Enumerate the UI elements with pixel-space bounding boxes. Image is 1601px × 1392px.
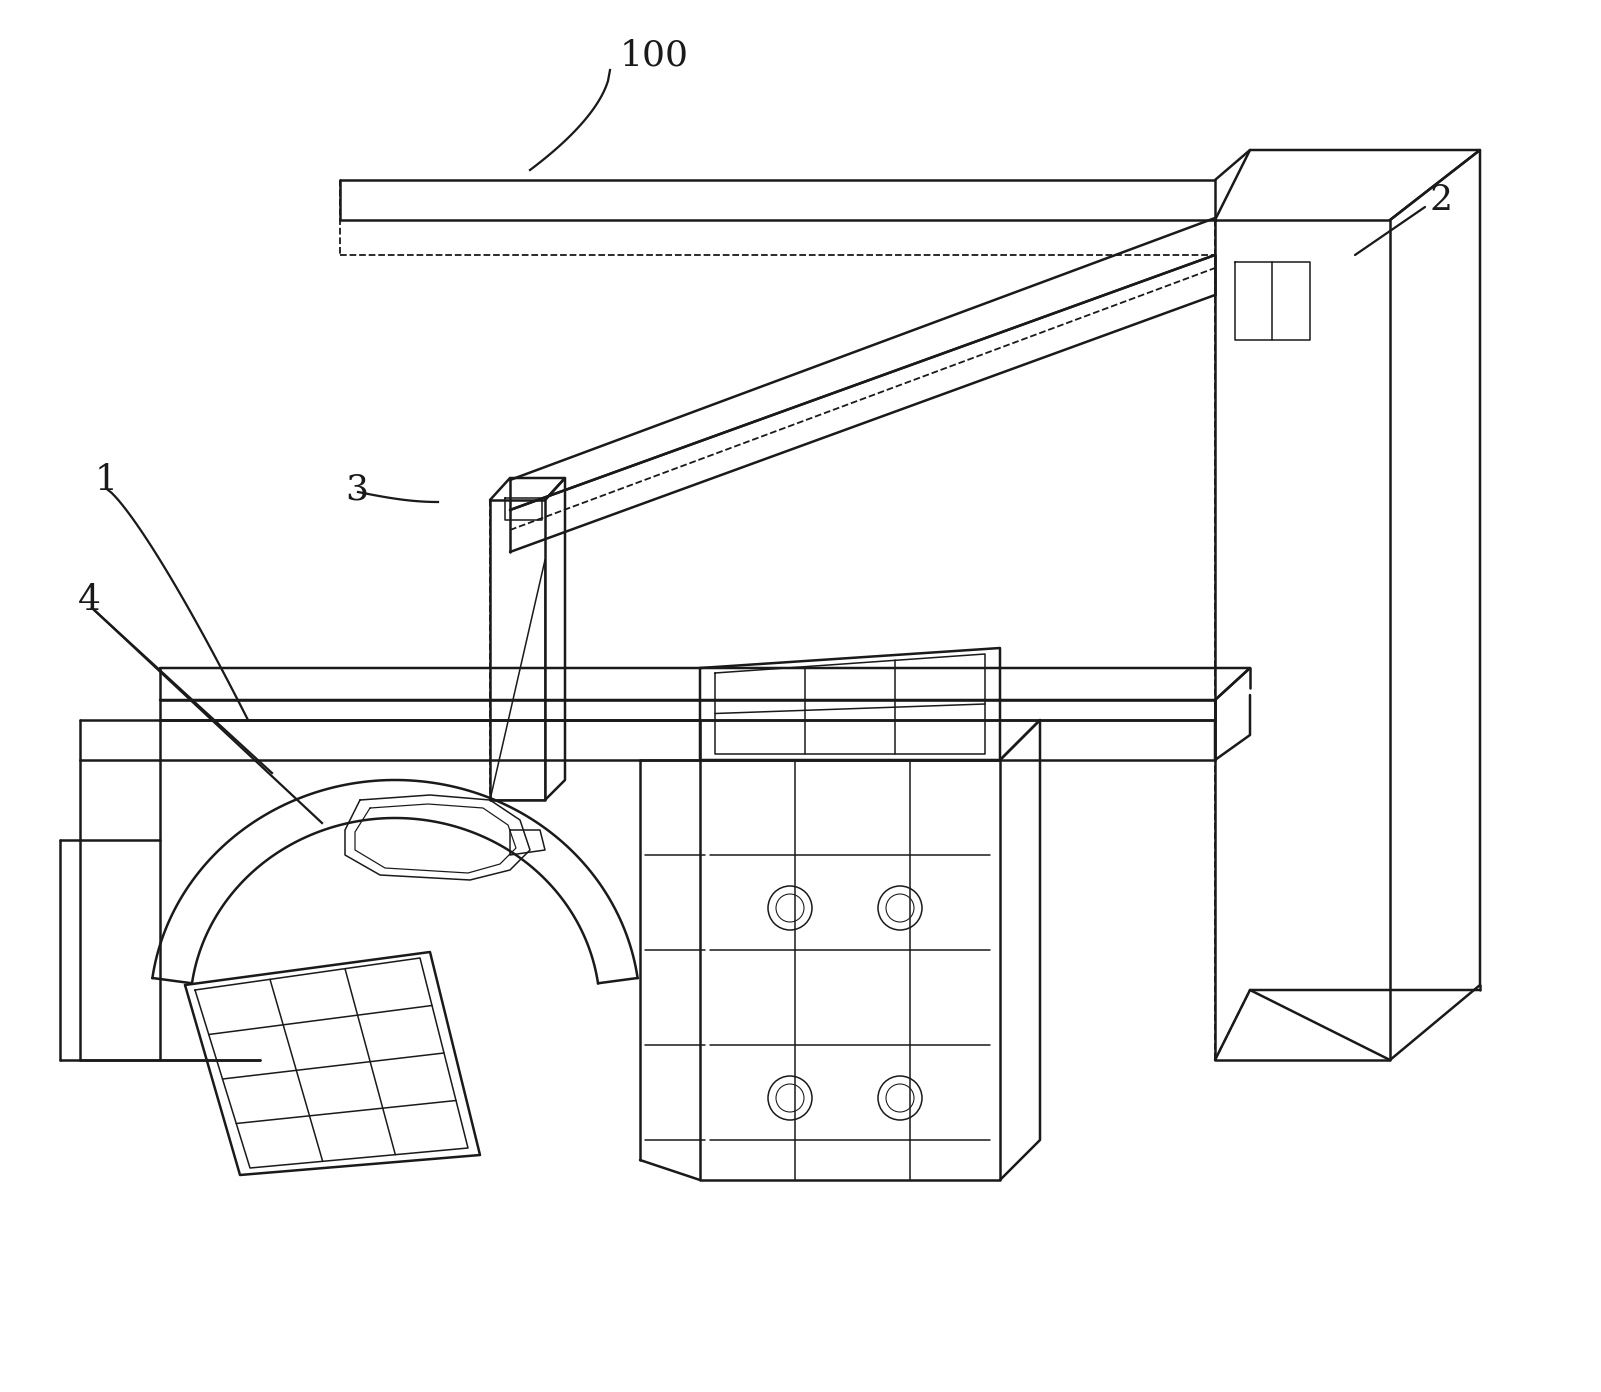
- Text: 1: 1: [94, 464, 118, 497]
- Text: 100: 100: [620, 38, 688, 72]
- Text: 4: 4: [78, 583, 101, 617]
- Text: 3: 3: [344, 473, 368, 507]
- Text: 2: 2: [1430, 182, 1454, 217]
